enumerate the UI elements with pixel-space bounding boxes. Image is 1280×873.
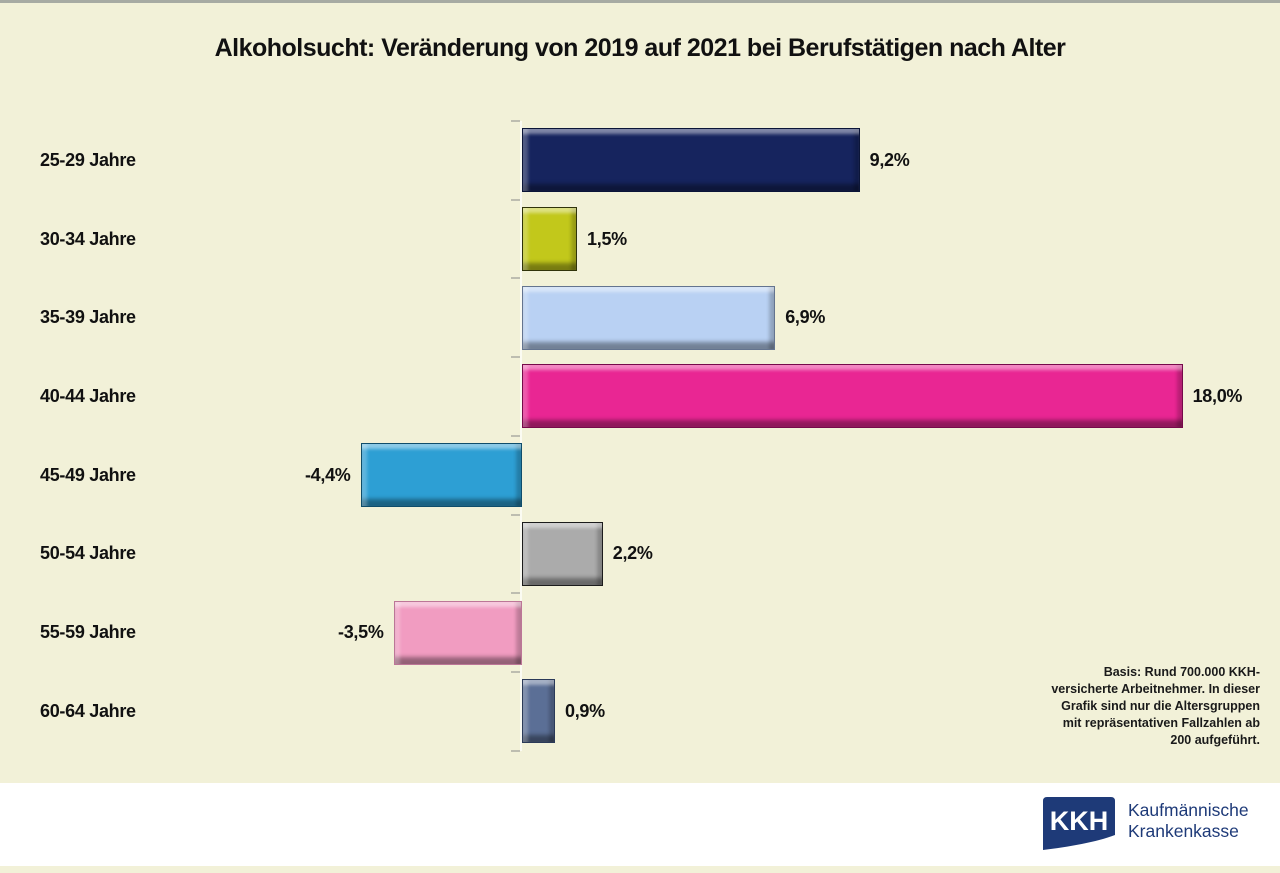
kkh-logo-mark: KKH — [1043, 797, 1115, 850]
category-label: 35-39 Jahre — [40, 307, 136, 328]
chart-title: Alkoholsucht: Veränderung von 2019 auf 2… — [214, 34, 1066, 62]
category-label: 40-44 Jahre — [40, 385, 136, 406]
value-label: -4,4% — [304, 464, 351, 485]
value-label: 6,9% — [785, 307, 826, 328]
kkh-logo-text: KKH — [1050, 806, 1109, 836]
bar — [393, 600, 522, 665]
bar — [522, 364, 1183, 429]
axis-tick — [511, 198, 520, 201]
category-label: 55-59 Jahre — [40, 622, 136, 643]
kkh-logo-name: Kaufmännische Krankenkasse — [1128, 800, 1249, 842]
category-label: 50-54 Jahre — [40, 543, 136, 564]
bottom-strip — [0, 866, 1280, 873]
bar — [522, 128, 860, 193]
axis-tick — [511, 120, 520, 122]
axis-tick — [511, 592, 520, 595]
value-label: 9,2% — [869, 149, 910, 170]
bar-chart: 25-29 Jahre 9,2% 30-34 Jahre 1,5% 35-39 Jahr… — [40, 120, 1243, 752]
bar — [522, 207, 578, 272]
value-label: 2,2% — [612, 543, 653, 564]
axis-tick — [511, 749, 520, 752]
basis-note: Basis: Rund 700.000 KKH-versicherte Arbe… — [1051, 665, 1260, 747]
value-label: 18,0% — [1192, 385, 1243, 406]
value-label: -3,5% — [338, 622, 384, 643]
category-label: 25-29 Jahre — [40, 149, 136, 170]
axis-tick — [511, 513, 520, 516]
axis-tick — [511, 670, 520, 673]
axis-zero-line — [520, 121, 522, 751]
category-label: 30-34 Jahre — [40, 228, 136, 249]
logo-name-line2: Krankenkasse — [1128, 821, 1239, 841]
value-label: 0,9% — [565, 700, 605, 721]
axis-tick — [511, 434, 520, 437]
bar — [522, 285, 776, 350]
category-label: 60-64 Jahre — [40, 700, 136, 721]
value-label: 1,5% — [587, 228, 627, 249]
bar — [522, 521, 603, 586]
logo-name-line1: Kaufmännische — [1128, 800, 1249, 820]
axis-tick — [511, 356, 520, 359]
bar — [522, 679, 556, 744]
top-border-line — [0, 0, 1280, 3]
footer-band: KKH Kaufmännische Krankenkasse — [0, 783, 1280, 866]
axis-tick — [511, 277, 520, 280]
kkh-logo: KKH Kaufmännische Krankenkasse — [1043, 797, 1249, 851]
bar — [360, 443, 522, 508]
category-label: 45-49 Jahre — [40, 464, 136, 485]
